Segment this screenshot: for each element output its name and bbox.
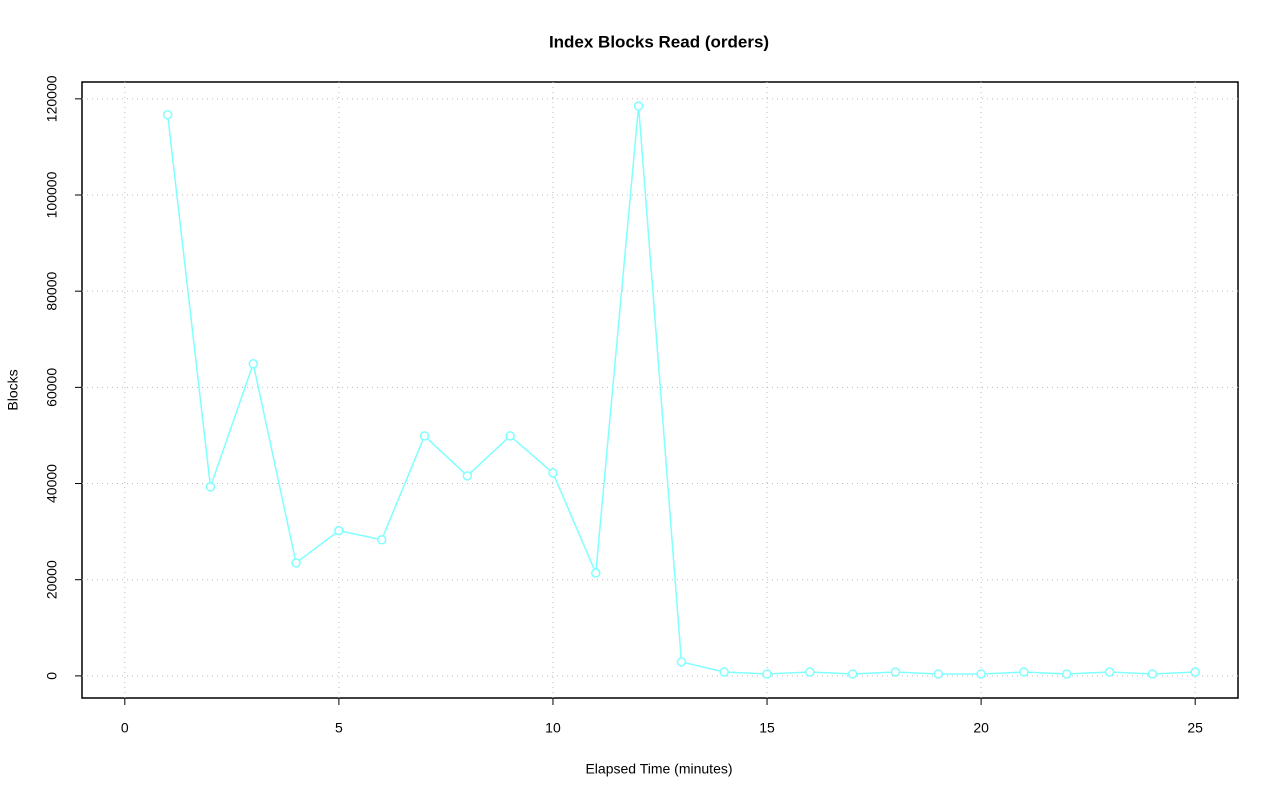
- data-point: [162, 109, 173, 120]
- x-tick-label: 5: [335, 720, 343, 736]
- y-tick-label: 100000: [44, 171, 60, 218]
- y-tick-label: 60000: [44, 368, 60, 407]
- data-point: [1147, 669, 1158, 679]
- data-point: [676, 657, 687, 667]
- y-axis-label: Blocks: [5, 369, 21, 410]
- data-point: [548, 468, 558, 478]
- y-tick-label: 0: [44, 672, 60, 680]
- data-point: [719, 667, 729, 677]
- data-point: [291, 558, 301, 568]
- data-point: [633, 101, 644, 111]
- plot-frame: [81, 81, 1239, 699]
- data-point: [462, 471, 473, 481]
- data-point: [890, 667, 901, 677]
- series-line: [166, 105, 1196, 675]
- data-point: [376, 535, 387, 545]
- data-point: [976, 669, 986, 679]
- x-tick-label: 0: [121, 720, 129, 736]
- y-tick-label: 40000: [44, 464, 60, 503]
- y-tick-label: 20000: [44, 560, 60, 599]
- data-point: [248, 359, 259, 369]
- data-point: [805, 667, 815, 677]
- data-point: [1061, 669, 1072, 679]
- data-point: [591, 568, 601, 578]
- y-tick-label: 80000: [44, 272, 60, 311]
- data-point: [847, 669, 858, 679]
- data-point: [1019, 667, 1029, 677]
- data-point: [1190, 667, 1200, 677]
- data-point: [334, 525, 344, 536]
- data-point: [205, 482, 216, 492]
- data-point: [762, 669, 772, 679]
- x-tick-label: 20: [973, 720, 989, 736]
- x-axis-label: Elapsed Time (minutes): [585, 761, 732, 777]
- data-point: [933, 669, 944, 679]
- chart-title: Index Blocks Read (orders): [549, 32, 769, 51]
- x-tick-label: 15: [759, 720, 775, 736]
- data-point: [1104, 667, 1115, 677]
- data-point: [419, 431, 430, 441]
- x-tick-label: 10: [545, 720, 561, 736]
- x-tick-label: 25: [1187, 720, 1203, 736]
- y-tick-label: 120000: [44, 75, 60, 122]
- data-point: [505, 431, 515, 441]
